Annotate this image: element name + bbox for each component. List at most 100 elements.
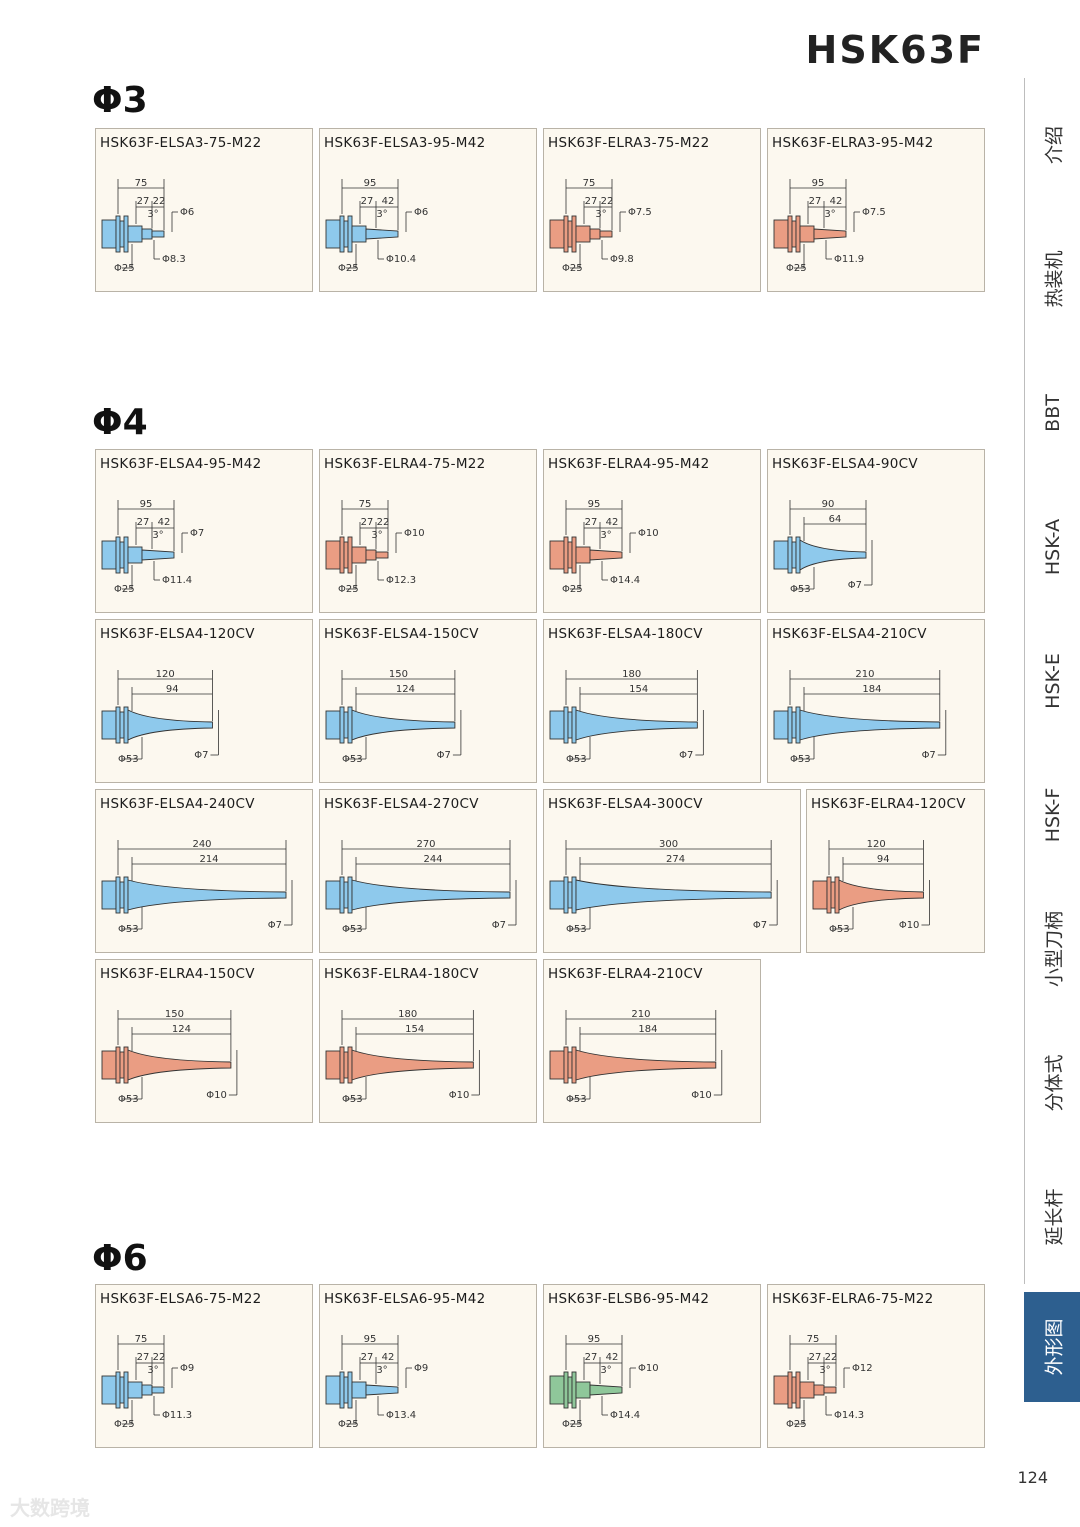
- dim-seg-b: 22: [601, 196, 614, 207]
- sidebar-tab[interactable]: 热装机: [1024, 212, 1080, 346]
- dimension-drawing: 75 27 22 3° Φ12 Φ14.3 Φ25: [773, 1334, 873, 1430]
- product-card: HSK63F-ELSA4-180CV 180 154 Φ7 Φ53: [543, 619, 761, 783]
- dim-base-diameter: Φ53: [790, 754, 811, 765]
- product-card: HSK63F-ELSA4-95-M42 95 27 42 3° Φ7 Φ11.4 Φ25: [95, 449, 313, 613]
- dim-base-diameter: Φ25: [786, 263, 807, 274]
- dim-total-length: 75: [135, 1334, 148, 1345]
- product-code: HSK63F-ELRA4-150CV: [100, 966, 255, 982]
- dim-seg-b: 42: [158, 517, 171, 528]
- dim-base-diameter: Φ25: [338, 263, 359, 274]
- dim-tip-diameter: Φ7.5: [862, 207, 886, 218]
- dim-seg-a: 27: [585, 196, 598, 207]
- product-code: HSK63F-ELSA4-270CV: [324, 796, 479, 812]
- product-code: HSK63F-ELSA6-75-M22: [100, 1291, 262, 1307]
- dim-total-length: 210: [855, 669, 874, 680]
- cone-extension: [127, 879, 287, 911]
- product-code: HSK63F-ELRA4-75-M22: [324, 456, 486, 472]
- dimension-drawing: 120 94 Φ7 Φ53: [101, 669, 219, 765]
- sidebar-tab[interactable]: 介绍: [1024, 78, 1080, 212]
- dimension-drawing: 150 124 Φ10 Φ53: [101, 1009, 238, 1105]
- dim-tip-diameter: Φ10: [638, 1363, 659, 1374]
- holder-body: [325, 1046, 353, 1084]
- dim-seg-a: 27: [809, 196, 822, 207]
- dim-base-diameter: Φ25: [562, 263, 583, 274]
- holder-body: [773, 215, 801, 253]
- dim-base-diameter: Φ53: [790, 584, 811, 595]
- sidebar-tab[interactable]: HSK-E: [1024, 614, 1080, 748]
- product-card: HSK63F-ELSA4-210CV 210 184 Φ7 Φ53: [767, 619, 985, 783]
- holder-body: [549, 876, 577, 914]
- holder-body: [325, 876, 353, 914]
- dim-base-diameter: Φ53: [342, 754, 363, 765]
- dim-cone-length: 94: [166, 684, 179, 695]
- sidebar-tab[interactable]: HSK-F: [1024, 748, 1080, 882]
- dimension-drawing: 240 214 Φ7 Φ53: [101, 839, 293, 935]
- cone-extension: [799, 709, 941, 741]
- sidebar-tab[interactable]: 分体式: [1024, 1016, 1080, 1150]
- holder-body: [101, 215, 129, 253]
- holder-body: [101, 706, 129, 744]
- holder-body: [325, 706, 353, 744]
- product-card: HSK63F-ELSA4-300CV 300 274 Φ7 Φ53: [543, 789, 801, 953]
- dim-taper-angle: 3°: [600, 1365, 611, 1376]
- dimension-drawing: 75 27 22 3° Φ10 Φ12.3 Φ25: [325, 499, 425, 595]
- product-card: HSK63F-ELRA4-95-M42 95 27 42 3° Φ10 Φ14.4 Φ25: [543, 449, 761, 613]
- dim-tip-diameter: Φ6: [414, 207, 428, 218]
- product-card: HSK63F-ELSB6-95-M42 95 27 42 3° Φ10 Φ14.4 Φ25: [543, 1284, 761, 1448]
- dim-base-diameter: Φ53: [342, 1094, 363, 1105]
- product-code: HSK63F-ELRA4-180CV: [324, 966, 479, 982]
- holder-body: [325, 215, 353, 253]
- dim-seg-a: 27: [137, 517, 150, 528]
- dim-tip-diameter: Φ10: [206, 1090, 227, 1101]
- holder-body: [773, 706, 801, 744]
- dim-mid-diameter: Φ13.4: [386, 1410, 416, 1421]
- dim-total-length: 95: [812, 178, 825, 189]
- dim-base-diameter: Φ53: [118, 754, 139, 765]
- sidebar-tab-label: 延长杆: [1043, 1188, 1065, 1246]
- holder-body: [101, 1046, 129, 1084]
- dimension-drawing: 180 154 Φ7 Φ53: [549, 669, 704, 765]
- dim-total-length: 95: [588, 1334, 601, 1345]
- sidebar-tab[interactable]: HSK-A: [1024, 480, 1080, 614]
- dim-mid-diameter: Φ11.3: [162, 1410, 192, 1421]
- sidebar-tab[interactable]: BBT: [1024, 346, 1080, 480]
- holder-body: [549, 1046, 577, 1084]
- dim-base-diameter: Φ53: [829, 924, 850, 935]
- product-card: HSK63F-ELRA4-180CV 180 154 Φ10 Φ53: [319, 959, 537, 1123]
- dim-total-length: 95: [364, 178, 377, 189]
- dim-base-diameter: Φ25: [338, 1419, 359, 1430]
- product-code: HSK63F-ELSA6-95-M42: [324, 1291, 486, 1307]
- dimension-drawing: 90 64 Φ7 Φ53: [773, 499, 873, 595]
- dim-base-diameter: Φ25: [786, 1419, 807, 1430]
- holder-extension: [127, 1381, 165, 1399]
- sidebar-tab[interactable]: 小型刀柄: [1024, 882, 1080, 1016]
- dim-tip-diameter: Φ6: [180, 207, 194, 218]
- product-code: HSK63F-ELSA4-210CV: [772, 626, 927, 642]
- section-title: Φ3: [92, 80, 148, 121]
- holder-extension: [351, 225, 399, 243]
- dim-seg-a: 27: [361, 196, 374, 207]
- dim-total-length: 95: [588, 499, 601, 510]
- product-card: HSK63F-ELSA4-90CV 90 64 Φ7 Φ53: [767, 449, 985, 613]
- dim-cone-length: 274: [666, 854, 685, 865]
- sidebar-tab[interactable]: 外形图: [1024, 1292, 1080, 1402]
- holder-extension: [127, 225, 165, 243]
- dim-seg-b: 22: [377, 517, 390, 528]
- holder-body: [549, 1371, 577, 1409]
- dim-taper-angle: 3°: [147, 1365, 158, 1376]
- dim-cone-length: 154: [629, 684, 648, 695]
- dim-tip-diameter: Φ9: [180, 1363, 194, 1374]
- dim-base-diameter: Φ25: [114, 1419, 135, 1430]
- page-number: 124: [1017, 1468, 1048, 1487]
- page-title: HSK63F: [805, 28, 985, 72]
- dim-total-length: 90: [822, 499, 835, 510]
- product-code: HSK63F-ELRA3-95-M42: [772, 135, 934, 151]
- sidebar-tab[interactable]: 延长杆: [1024, 1150, 1080, 1284]
- dimension-drawing: 210 184 Φ7 Φ53: [773, 669, 947, 765]
- holder-body: [549, 215, 577, 253]
- dim-taper-angle: 3°: [595, 209, 606, 220]
- holder-extension: [575, 1381, 623, 1399]
- dim-tip-diameter: Φ10: [638, 528, 659, 539]
- product-code: HSK63F-ELSA4-120CV: [100, 626, 255, 642]
- product-card: HSK63F-ELRA6-75-M22 75 27 22 3° Φ12 Φ14.3 Φ25: [767, 1284, 985, 1448]
